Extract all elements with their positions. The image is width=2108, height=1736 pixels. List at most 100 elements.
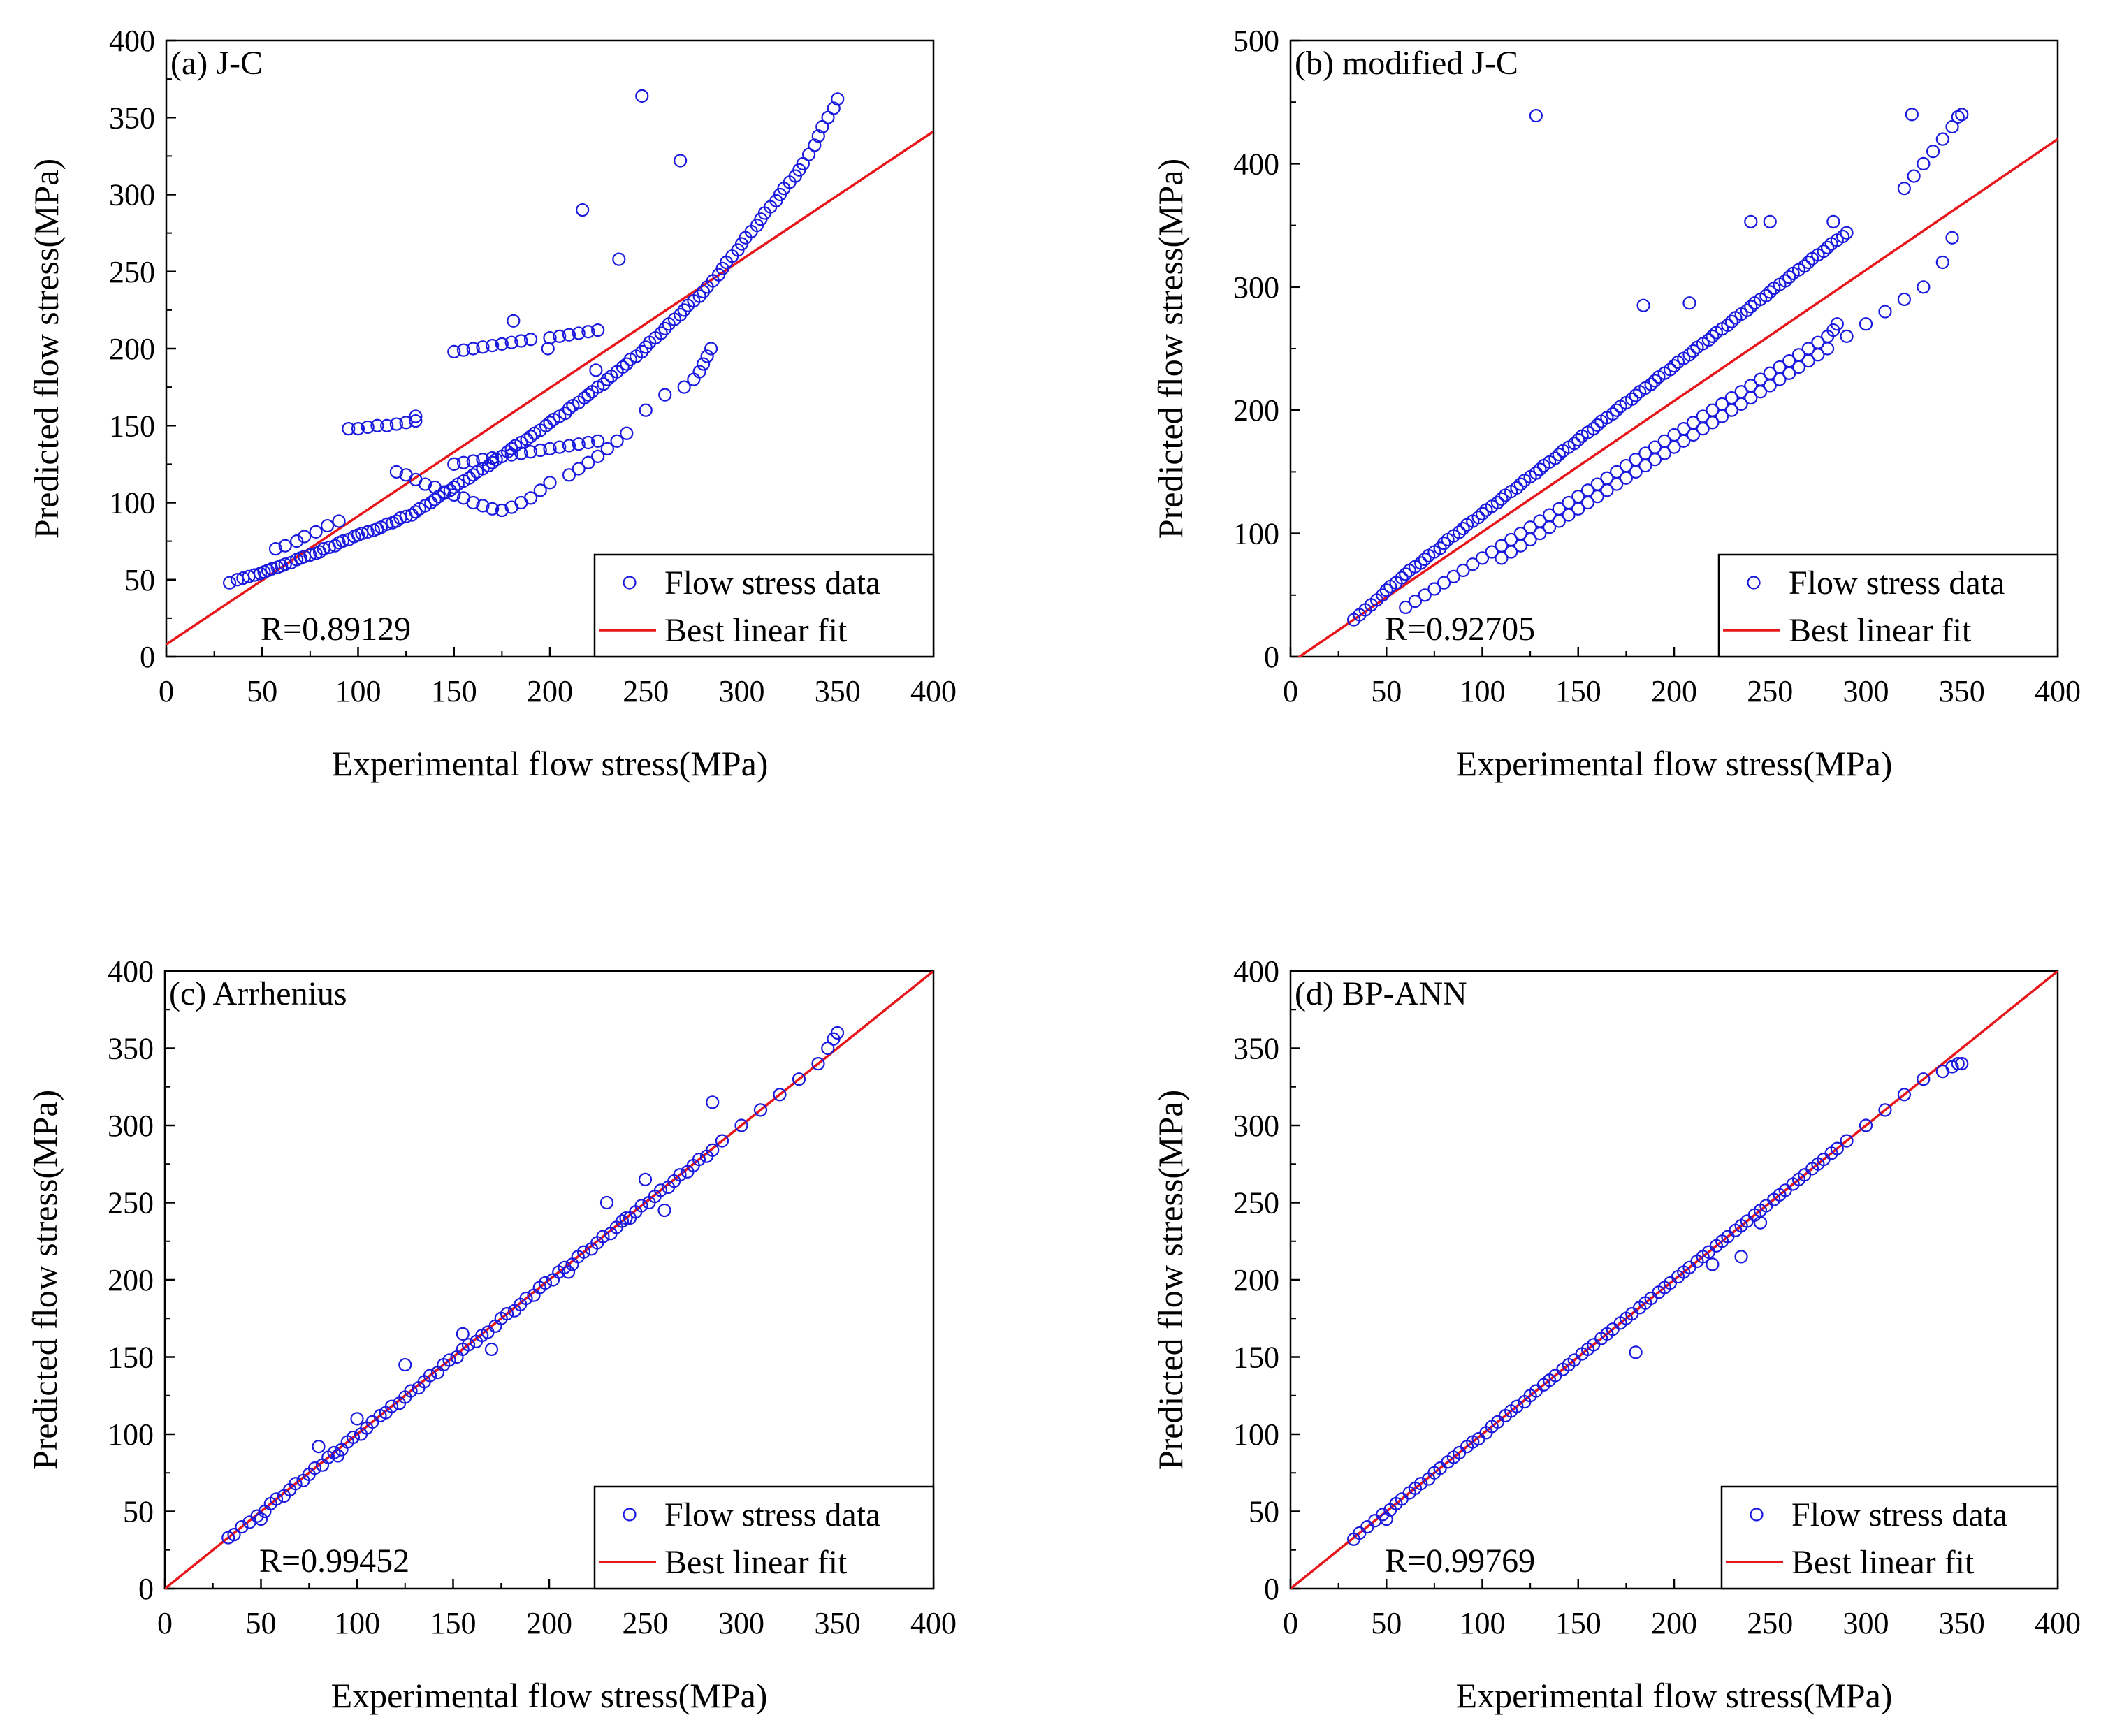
- data-point: [507, 314, 521, 328]
- data-point: [361, 420, 375, 435]
- scatter-points: [221, 1026, 845, 1545]
- chart-panel-4: 0 50 100 150 200 250 300 350 400 0 50 100 150 200 250 3…: [1151, 954, 2081, 1715]
- data-point: [1801, 255, 1815, 270]
- correlation-label: R=0.92705: [1385, 611, 1535, 648]
- data-point: [1897, 292, 1911, 307]
- x-tick-label: 250: [623, 1606, 669, 1640]
- data-point: [1600, 471, 1614, 485]
- data-point: [1744, 214, 1758, 228]
- data-point: [610, 434, 624, 448]
- data-point: [1724, 314, 1738, 328]
- data-point: [350, 1412, 364, 1426]
- data-point: [533, 483, 547, 497]
- data-point: [250, 1509, 264, 1523]
- x-tick-label: 150: [431, 674, 477, 708]
- data-point: [447, 457, 461, 471]
- data-point: [1951, 1056, 1965, 1071]
- data-point: [437, 485, 451, 499]
- data-point: [674, 307, 688, 322]
- data-point: [1414, 1477, 1428, 1491]
- data-point: [278, 557, 292, 571]
- data-point: [1836, 229, 1850, 244]
- x-tick-label: 400: [2035, 674, 2081, 708]
- data-point: [404, 1384, 418, 1398]
- data-point: [561, 1265, 576, 1279]
- data-point: [562, 328, 576, 342]
- data-point: [418, 477, 432, 491]
- data-point: [495, 337, 509, 351]
- data-point: [504, 448, 518, 462]
- data-point: [1677, 422, 1691, 436]
- data-point: [562, 402, 576, 416]
- data-point: [1782, 270, 1796, 284]
- data-point: [1414, 556, 1428, 570]
- data-point: [1721, 318, 1735, 333]
- data-point: [1657, 434, 1671, 448]
- y-tick-label: 100: [1233, 517, 1279, 551]
- data-point: [1753, 372, 1768, 386]
- data-point: [278, 539, 292, 553]
- data-point: [1801, 342, 1815, 356]
- data-point: [1495, 539, 1509, 553]
- y-axis-title: Predicted flow stress(MPa): [1151, 1090, 1190, 1470]
- data-point: [692, 365, 706, 379]
- y-tick-label: 350: [108, 1032, 154, 1066]
- x-tick-label: 300: [719, 674, 765, 708]
- data-point: [591, 434, 605, 448]
- y-tick-label: 200: [1233, 393, 1279, 428]
- data-point: [1935, 132, 1949, 146]
- y-tick-label: 100: [108, 1417, 154, 1452]
- data-point: [1798, 259, 1812, 273]
- data-point: [1859, 1118, 1873, 1132]
- data-point: [456, 455, 471, 469]
- data-point: [715, 1134, 729, 1148]
- data-point: [1686, 416, 1701, 430]
- x-tick-label: 150: [1555, 1606, 1601, 1640]
- data-point: [409, 409, 423, 423]
- data-point: [466, 342, 480, 356]
- data-point: [1552, 502, 1566, 516]
- data-point: [289, 1477, 303, 1491]
- data-point: [389, 465, 404, 479]
- data-point: [581, 388, 595, 402]
- data-point: [1529, 466, 1543, 480]
- x-axis-title: Experimental flow stress(MPa): [332, 744, 769, 783]
- data-point: [533, 443, 547, 458]
- data-point: [399, 416, 413, 430]
- data-point: [1648, 440, 1662, 454]
- data-point: [1782, 354, 1796, 368]
- legend-marker-circle: [1750, 1508, 1764, 1522]
- y-tick-label: 200: [108, 1263, 154, 1297]
- data-point: [543, 442, 557, 455]
- data-point: [1917, 280, 1931, 294]
- x-tick-label: 100: [1460, 1606, 1506, 1640]
- data-point: [562, 468, 576, 482]
- data-point: [1817, 245, 1831, 258]
- data-point: [1926, 145, 1940, 159]
- data-point: [361, 525, 375, 539]
- data-point: [619, 1211, 633, 1225]
- data-point: [342, 422, 356, 436]
- data-point: [307, 1461, 322, 1475]
- y-tick-label: 250: [1233, 1186, 1279, 1220]
- data-point: [706, 1143, 720, 1157]
- data-point: [830, 1026, 845, 1040]
- data-point: [1696, 409, 1710, 423]
- y-tick-label: 0: [140, 640, 155, 674]
- data-point: [1567, 437, 1581, 451]
- y-tick-label: 50: [124, 563, 155, 597]
- data-point: [298, 530, 312, 544]
- data-point: [500, 1307, 514, 1321]
- data-point: [1495, 492, 1509, 506]
- data-point: [1590, 477, 1604, 491]
- x-tick-label: 0: [1283, 674, 1298, 708]
- y-axis-title: Predicted flow stress(MPa): [27, 159, 66, 539]
- data-point: [328, 539, 342, 553]
- legend-box: [1720, 1485, 2059, 1590]
- data-point: [235, 1520, 249, 1534]
- data-point: [1945, 231, 1959, 245]
- data-point: [409, 414, 423, 428]
- data-point: [1759, 289, 1773, 302]
- data-point: [576, 1245, 591, 1259]
